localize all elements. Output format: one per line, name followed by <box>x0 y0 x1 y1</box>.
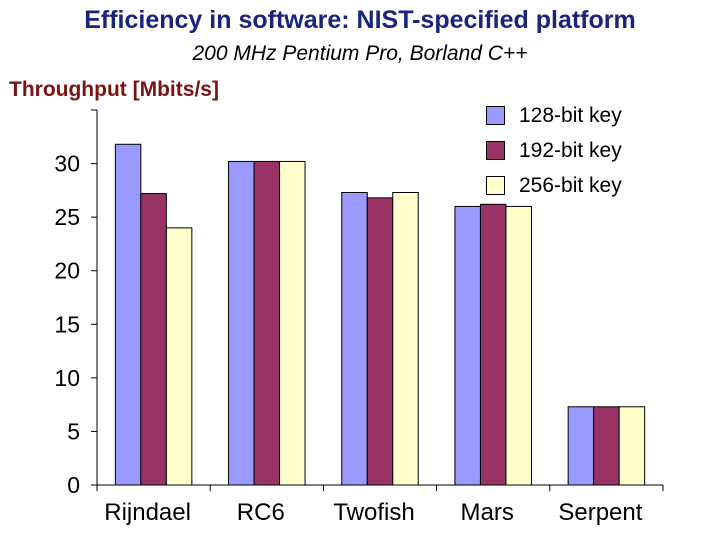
y-tick-label: 15 <box>54 311 80 337</box>
legend-item: 128-bit key <box>486 98 622 133</box>
bar <box>567 406 595 486</box>
bar <box>228 160 255 486</box>
legend-label: 256-bit key <box>519 173 622 197</box>
legend-swatch <box>486 106 505 125</box>
bar <box>505 205 532 486</box>
legend-item: 256-bit key <box>486 168 622 203</box>
bar <box>114 143 142 486</box>
bar <box>454 205 481 486</box>
bar <box>165 227 193 486</box>
y-axis-label: Throughput [Mbits/s] <box>9 78 219 101</box>
bar <box>366 197 394 486</box>
bar <box>618 406 646 486</box>
legend: 128-bit key 192-bit key 256-bit key <box>486 98 622 203</box>
y-tick-label: 30 <box>54 151 80 177</box>
y-tick-label: 10 <box>54 365 80 391</box>
bar <box>140 193 167 486</box>
y-tick-label: 20 <box>54 258 80 284</box>
bar <box>341 192 368 486</box>
x-tick-label: Serpent <box>558 499 642 526</box>
bar <box>593 406 620 486</box>
legend-item: 192-bit key <box>486 133 622 168</box>
x-tick-label: RC6 <box>237 499 285 526</box>
x-tick-label: Twofish <box>333 499 414 526</box>
legend-swatch <box>486 176 505 195</box>
bar <box>253 160 281 486</box>
x-tick-label: Mars <box>461 499 514 526</box>
y-tick-label: 0 <box>67 472 80 498</box>
bar <box>479 203 507 486</box>
y-tick-label: 25 <box>54 204 80 230</box>
legend-label: 128-bit key <box>519 103 622 127</box>
chart-title: Efficiency in software: NIST-specified p… <box>84 6 636 34</box>
legend-label: 192-bit key <box>519 138 622 162</box>
x-tick-label: Rijndael <box>104 499 191 526</box>
bar <box>392 192 419 486</box>
chart-subtitle: 200 MHz Pentium Pro, Borland C++ <box>192 42 528 65</box>
bar <box>279 160 306 486</box>
y-tick-label: 5 <box>67 418 80 444</box>
legend-swatch <box>486 141 505 160</box>
